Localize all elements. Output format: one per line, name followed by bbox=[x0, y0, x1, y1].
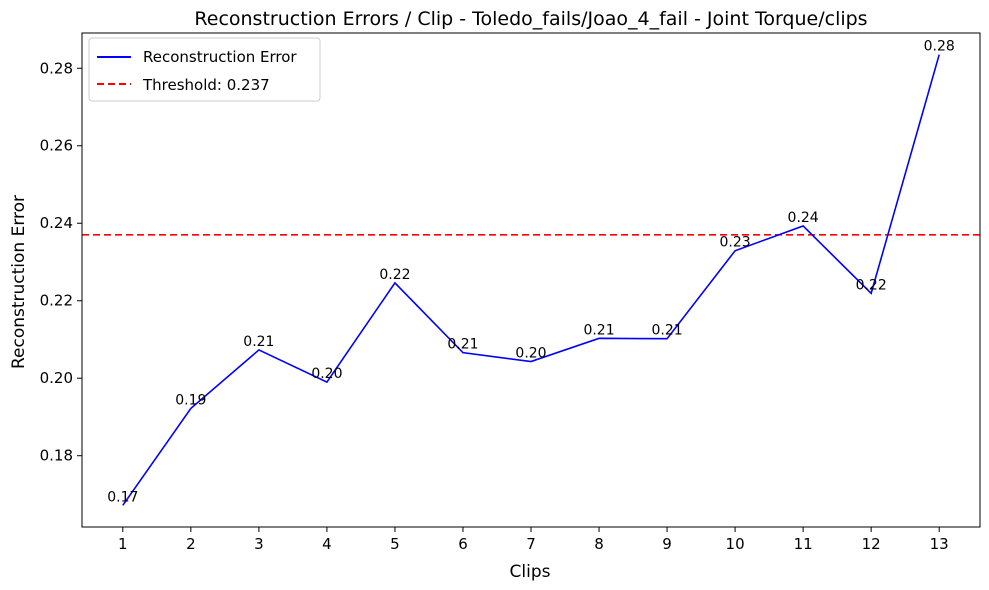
data-label: 0.22 bbox=[856, 277, 887, 293]
data-label: 0.21 bbox=[651, 323, 682, 339]
data-label: 0.21 bbox=[447, 337, 478, 353]
legend-entry-threshold: Threshold: 0.237 bbox=[142, 76, 270, 94]
legend: Reconstruction Error Threshold: 0.237 bbox=[88, 37, 321, 102]
data-label: 0.19 bbox=[175, 392, 206, 408]
x-tick-label: 9 bbox=[662, 535, 672, 553]
data-label: 0.23 bbox=[720, 235, 751, 251]
series-line-reconstruction-error bbox=[122, 54, 940, 506]
y-axis-label: Reconstruction Error bbox=[9, 195, 29, 369]
data-label: 0.24 bbox=[788, 210, 819, 226]
x-tick-label: 12 bbox=[862, 535, 881, 553]
data-label: 0.20 bbox=[311, 366, 342, 382]
y-tick-label: 0.24 bbox=[40, 214, 73, 232]
y-tick-label: 0.18 bbox=[40, 447, 73, 465]
x-tick-label: 1 bbox=[118, 535, 128, 553]
x-axis: 1 2 3 4 5 6 7 8 9 10 11 12 13 bbox=[118, 527, 949, 553]
x-tick-label: 7 bbox=[526, 535, 536, 553]
data-label: 0.20 bbox=[515, 346, 546, 362]
x-tick-label: 11 bbox=[794, 535, 813, 553]
data-label: 0.21 bbox=[243, 334, 274, 350]
data-label: 0.22 bbox=[379, 267, 410, 283]
data-label: 0.28 bbox=[924, 39, 955, 55]
y-tick-label: 0.20 bbox=[40, 369, 73, 387]
x-tick-label: 8 bbox=[594, 535, 604, 553]
x-tick-label: 13 bbox=[930, 535, 949, 553]
x-tick-label: 5 bbox=[390, 535, 400, 553]
y-tick-label: 0.26 bbox=[40, 137, 73, 155]
y-tick-label: 0.22 bbox=[40, 292, 73, 310]
x-axis-label: Clips bbox=[510, 562, 551, 582]
y-axis: 0.18 0.20 0.22 0.24 0.26 0.28 bbox=[40, 59, 82, 465]
y-tick-label: 0.28 bbox=[40, 59, 73, 77]
x-tick-label: 6 bbox=[458, 535, 468, 553]
data-label: 0.17 bbox=[107, 489, 138, 505]
chart-title: Reconstruction Errors / Clip - Toledo_fa… bbox=[194, 8, 867, 30]
x-tick-label: 10 bbox=[726, 535, 745, 553]
plot-area: 0.17 0.19 0.21 0.20 0.22 0.21 0.20 0.21 0.21 0.23… bbox=[82, 39, 980, 506]
plot-frame bbox=[81, 32, 981, 528]
legend-entry-reconstruction-error: Reconstruction Error bbox=[143, 48, 297, 66]
legend-box bbox=[88, 37, 321, 102]
x-tick-label: 2 bbox=[186, 535, 196, 553]
x-tick-label: 4 bbox=[322, 535, 332, 553]
x-tick-label: 3 bbox=[254, 535, 264, 553]
data-label: 0.21 bbox=[583, 322, 614, 338]
